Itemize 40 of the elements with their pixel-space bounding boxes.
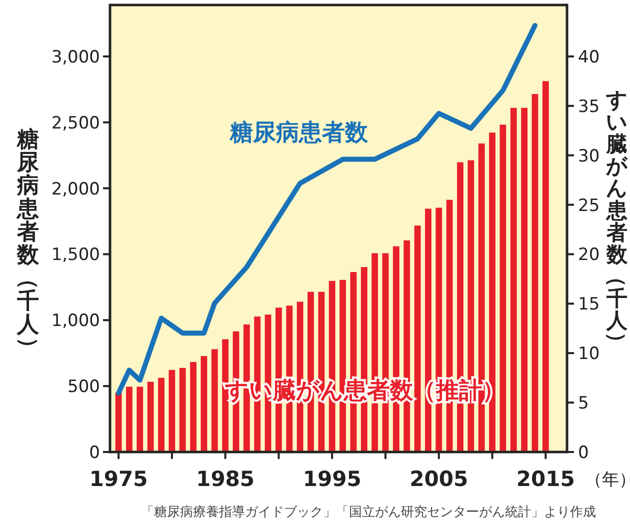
text: 「糖尿病療養指導ガイドブック」「国立がん研究センターがん統計」より作成 (141, 504, 596, 520)
bar (126, 386, 132, 452)
y2-tick-label: 5 (578, 394, 589, 414)
bar (500, 124, 506, 452)
bar (532, 94, 538, 452)
y2-tick-label: 30 (578, 146, 600, 166)
y-tick-label: 1,500 (51, 245, 100, 266)
y2-tick-label: 20 (578, 245, 600, 266)
bar (168, 370, 176, 452)
y-axis-title: 糖尿病患者数（千人） (16, 128, 40, 359)
y-tick-label: 2,000 (51, 179, 100, 200)
y2-tick-label: 15 (578, 294, 600, 315)
x-tick-label: 1995 (302, 467, 362, 491)
bar (190, 362, 196, 452)
y2-tick-label: 25 (578, 196, 600, 216)
y-tick-label: 2,500 (51, 113, 100, 134)
bar (211, 349, 218, 452)
y2-tick-label: 40 (578, 47, 600, 68)
bar (136, 386, 144, 452)
bar (510, 108, 517, 452)
y-tick-label: 1,000 (51, 311, 100, 332)
x-tick-label: 2005 (410, 467, 468, 491)
y-tick-label: 0 (89, 443, 100, 463)
bar (200, 356, 208, 452)
x-axis-title: （年） (585, 470, 630, 490)
bar (542, 81, 549, 452)
series-label: 糖尿病患者数 (229, 120, 369, 146)
x-tick-label: 1985 (196, 467, 255, 491)
bar (147, 382, 154, 452)
y2-tick-label: 0 (578, 443, 589, 463)
x-tick-label: 2015 (516, 467, 575, 491)
bar (179, 368, 186, 452)
bar (521, 108, 528, 452)
y2-axis-title: すい臓がん患者数（千人） (605, 88, 629, 354)
y-tick-label: 3,000 (51, 47, 100, 68)
y2-tick-label: 35 (578, 96, 600, 117)
x-tick-label: 1975 (89, 467, 148, 491)
bar (158, 378, 164, 452)
y-tick-label: 500 (68, 377, 100, 398)
y2-tick-label: 10 (578, 344, 600, 364)
